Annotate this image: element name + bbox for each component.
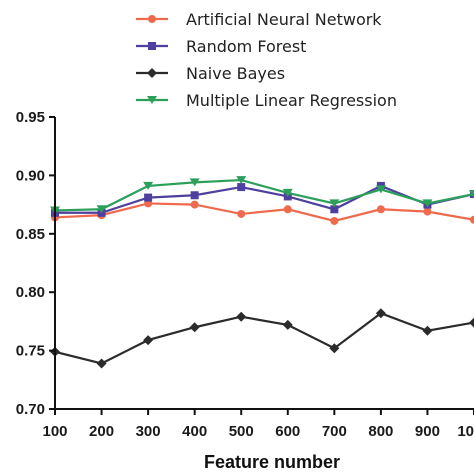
data-point-multiple-linear-regression	[282, 188, 293, 197]
data-point-naive-bayes	[469, 317, 474, 328]
data-point-multiple-linear-regression	[422, 199, 433, 208]
legend-swatch-marker	[148, 15, 156, 23]
data-point-multiple-linear-regression	[143, 181, 154, 190]
series-naive-bayes	[50, 308, 474, 369]
y-tick-label: 0.70	[16, 401, 45, 418]
x-tick-label: 100	[42, 423, 67, 440]
x-tick-label: 900	[415, 423, 440, 440]
data-point-multiple-linear-regression	[329, 199, 340, 208]
data-point-multiple-linear-regression	[96, 205, 107, 214]
data-point-artificial-neural-network	[237, 209, 246, 218]
data-point-naive-bayes	[329, 343, 340, 354]
x-tick-label: 300	[136, 423, 161, 440]
data-point-artificial-neural-network	[423, 207, 432, 216]
data-point-artificial-neural-network	[283, 205, 292, 214]
data-point-random-forest	[237, 183, 246, 192]
series-line-naive-bayes	[54, 311, 474, 365]
y-tick-label: 0.95	[16, 109, 45, 126]
legend-swatch-marker	[147, 96, 157, 104]
legend-swatch-marker	[147, 68, 157, 78]
legend-label: Random Forest	[186, 37, 306, 56]
x-tick-label: 600	[275, 423, 300, 440]
data-point-multiple-linear-regression	[189, 178, 200, 187]
data-point-naive-bayes	[189, 322, 200, 333]
x-axis-label: Feature number	[204, 452, 340, 472]
data-point-naive-bayes	[236, 311, 247, 322]
legend-label: Multiple Linear Regression	[186, 91, 397, 110]
x-tick-label: 700	[322, 423, 347, 440]
legend-item-random-forest: Random Forest	[136, 37, 306, 56]
data-point-naive-bayes	[375, 308, 386, 319]
chart-axes: 0.70 0.75 0.80 0.85 0.90 0.95 100 200 300 400 500…	[16, 109, 474, 472]
series-layer	[50, 176, 474, 369]
series-line-artificial-neural-network	[54, 202, 474, 223]
data-point-naive-bayes	[422, 325, 433, 336]
data-point-random-forest	[330, 205, 339, 214]
data-point-artificial-neural-network	[376, 205, 385, 214]
x-tick-label: 1000	[457, 423, 474, 440]
x-tick-label: 800	[368, 423, 393, 440]
data-point-random-forest	[190, 191, 199, 200]
legend-item-naive-bayes: Naive Bayes	[136, 64, 285, 83]
data-point-random-forest	[144, 193, 153, 202]
y-tick-label: 0.80	[16, 284, 45, 301]
series-line-multiple-linear-regression	[54, 178, 474, 212]
data-point-multiple-linear-regression	[375, 185, 386, 194]
data-point-multiple-linear-regression	[469, 190, 474, 199]
data-point-artificial-neural-network	[330, 216, 339, 225]
data-point-naive-bayes	[282, 319, 293, 330]
series-multiple-linear-regression	[50, 176, 474, 215]
data-point-multiple-linear-regression	[236, 176, 247, 185]
series-line-random-forest	[55, 184, 474, 214]
x-tick-label: 500	[229, 423, 254, 440]
y-axis-ticks: 0.70 0.75 0.80 0.85 0.90 0.95	[16, 109, 55, 418]
legend-item-multiple-linear-regression: Multiple Linear Regression	[136, 91, 397, 110]
legend-label: Artificial Neural Network	[186, 10, 382, 29]
data-point-naive-bayes	[143, 335, 154, 346]
y-tick-label: 0.90	[16, 167, 45, 184]
legend-swatch-marker	[148, 42, 156, 50]
y-tick-label: 0.75	[16, 343, 45, 360]
y-tick-label: 0.85	[16, 226, 45, 243]
x-tick-label: 200	[89, 423, 114, 440]
data-point-artificial-neural-network	[190, 200, 199, 209]
data-point-artificial-neural-network	[470, 215, 474, 224]
legend-item-artificial-neural-network: Artificial Neural Network	[136, 10, 382, 29]
x-axis-ticks: 100 200 300 400 500 600 700 800 900 1000	[42, 409, 474, 440]
chart-legend: Artificial Neural Network Random Forest Na…	[136, 10, 397, 110]
x-tick-label: 400	[182, 423, 207, 440]
legend-label: Naive Bayes	[186, 64, 285, 83]
data-point-naive-bayes	[96, 358, 107, 369]
